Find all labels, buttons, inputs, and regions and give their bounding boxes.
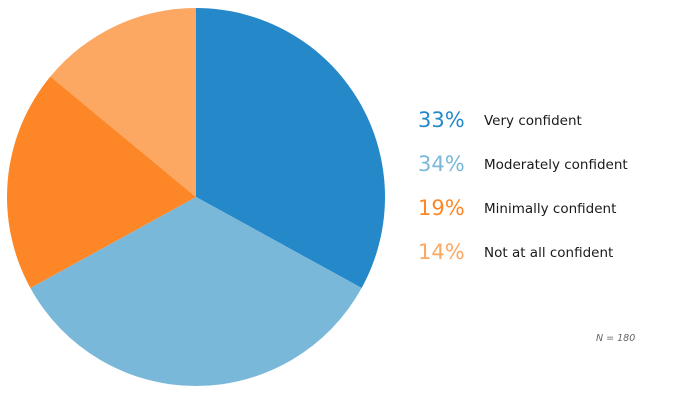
legend-label: Moderately confident — [484, 157, 628, 173]
legend-item-minimally-confident: 19% Minimally confident — [418, 197, 668, 219]
legend-item-very-confident: 33% Very confident — [418, 109, 668, 131]
pie-slices — [7, 8, 385, 386]
legend: 33% Very confident 34% Moderately confid… — [418, 109, 668, 285]
legend-item-moderately-confident: 34% Moderately confident — [418, 153, 668, 175]
legend-label: Not at all confident — [484, 245, 614, 261]
legend-label: Minimally confident — [484, 201, 617, 217]
pie-slice-moderately-confident — [30, 197, 362, 386]
legend-label: Very confident — [484, 113, 582, 129]
sample-size-note: N = 180 — [596, 333, 636, 344]
legend-value: 34% — [418, 152, 465, 176]
legend-value: 14% — [418, 240, 465, 264]
pie-slice-minimally-confident — [7, 76, 197, 289]
legend-value: 19% — [418, 196, 465, 220]
legend-value: 33% — [418, 108, 465, 132]
legend-item-not-at-all-confident: 14% Not at all confident — [418, 241, 668, 263]
pie-slice-not-at-all-confident — [50, 8, 197, 197]
pie-slice-very-confident — [196, 8, 385, 289]
